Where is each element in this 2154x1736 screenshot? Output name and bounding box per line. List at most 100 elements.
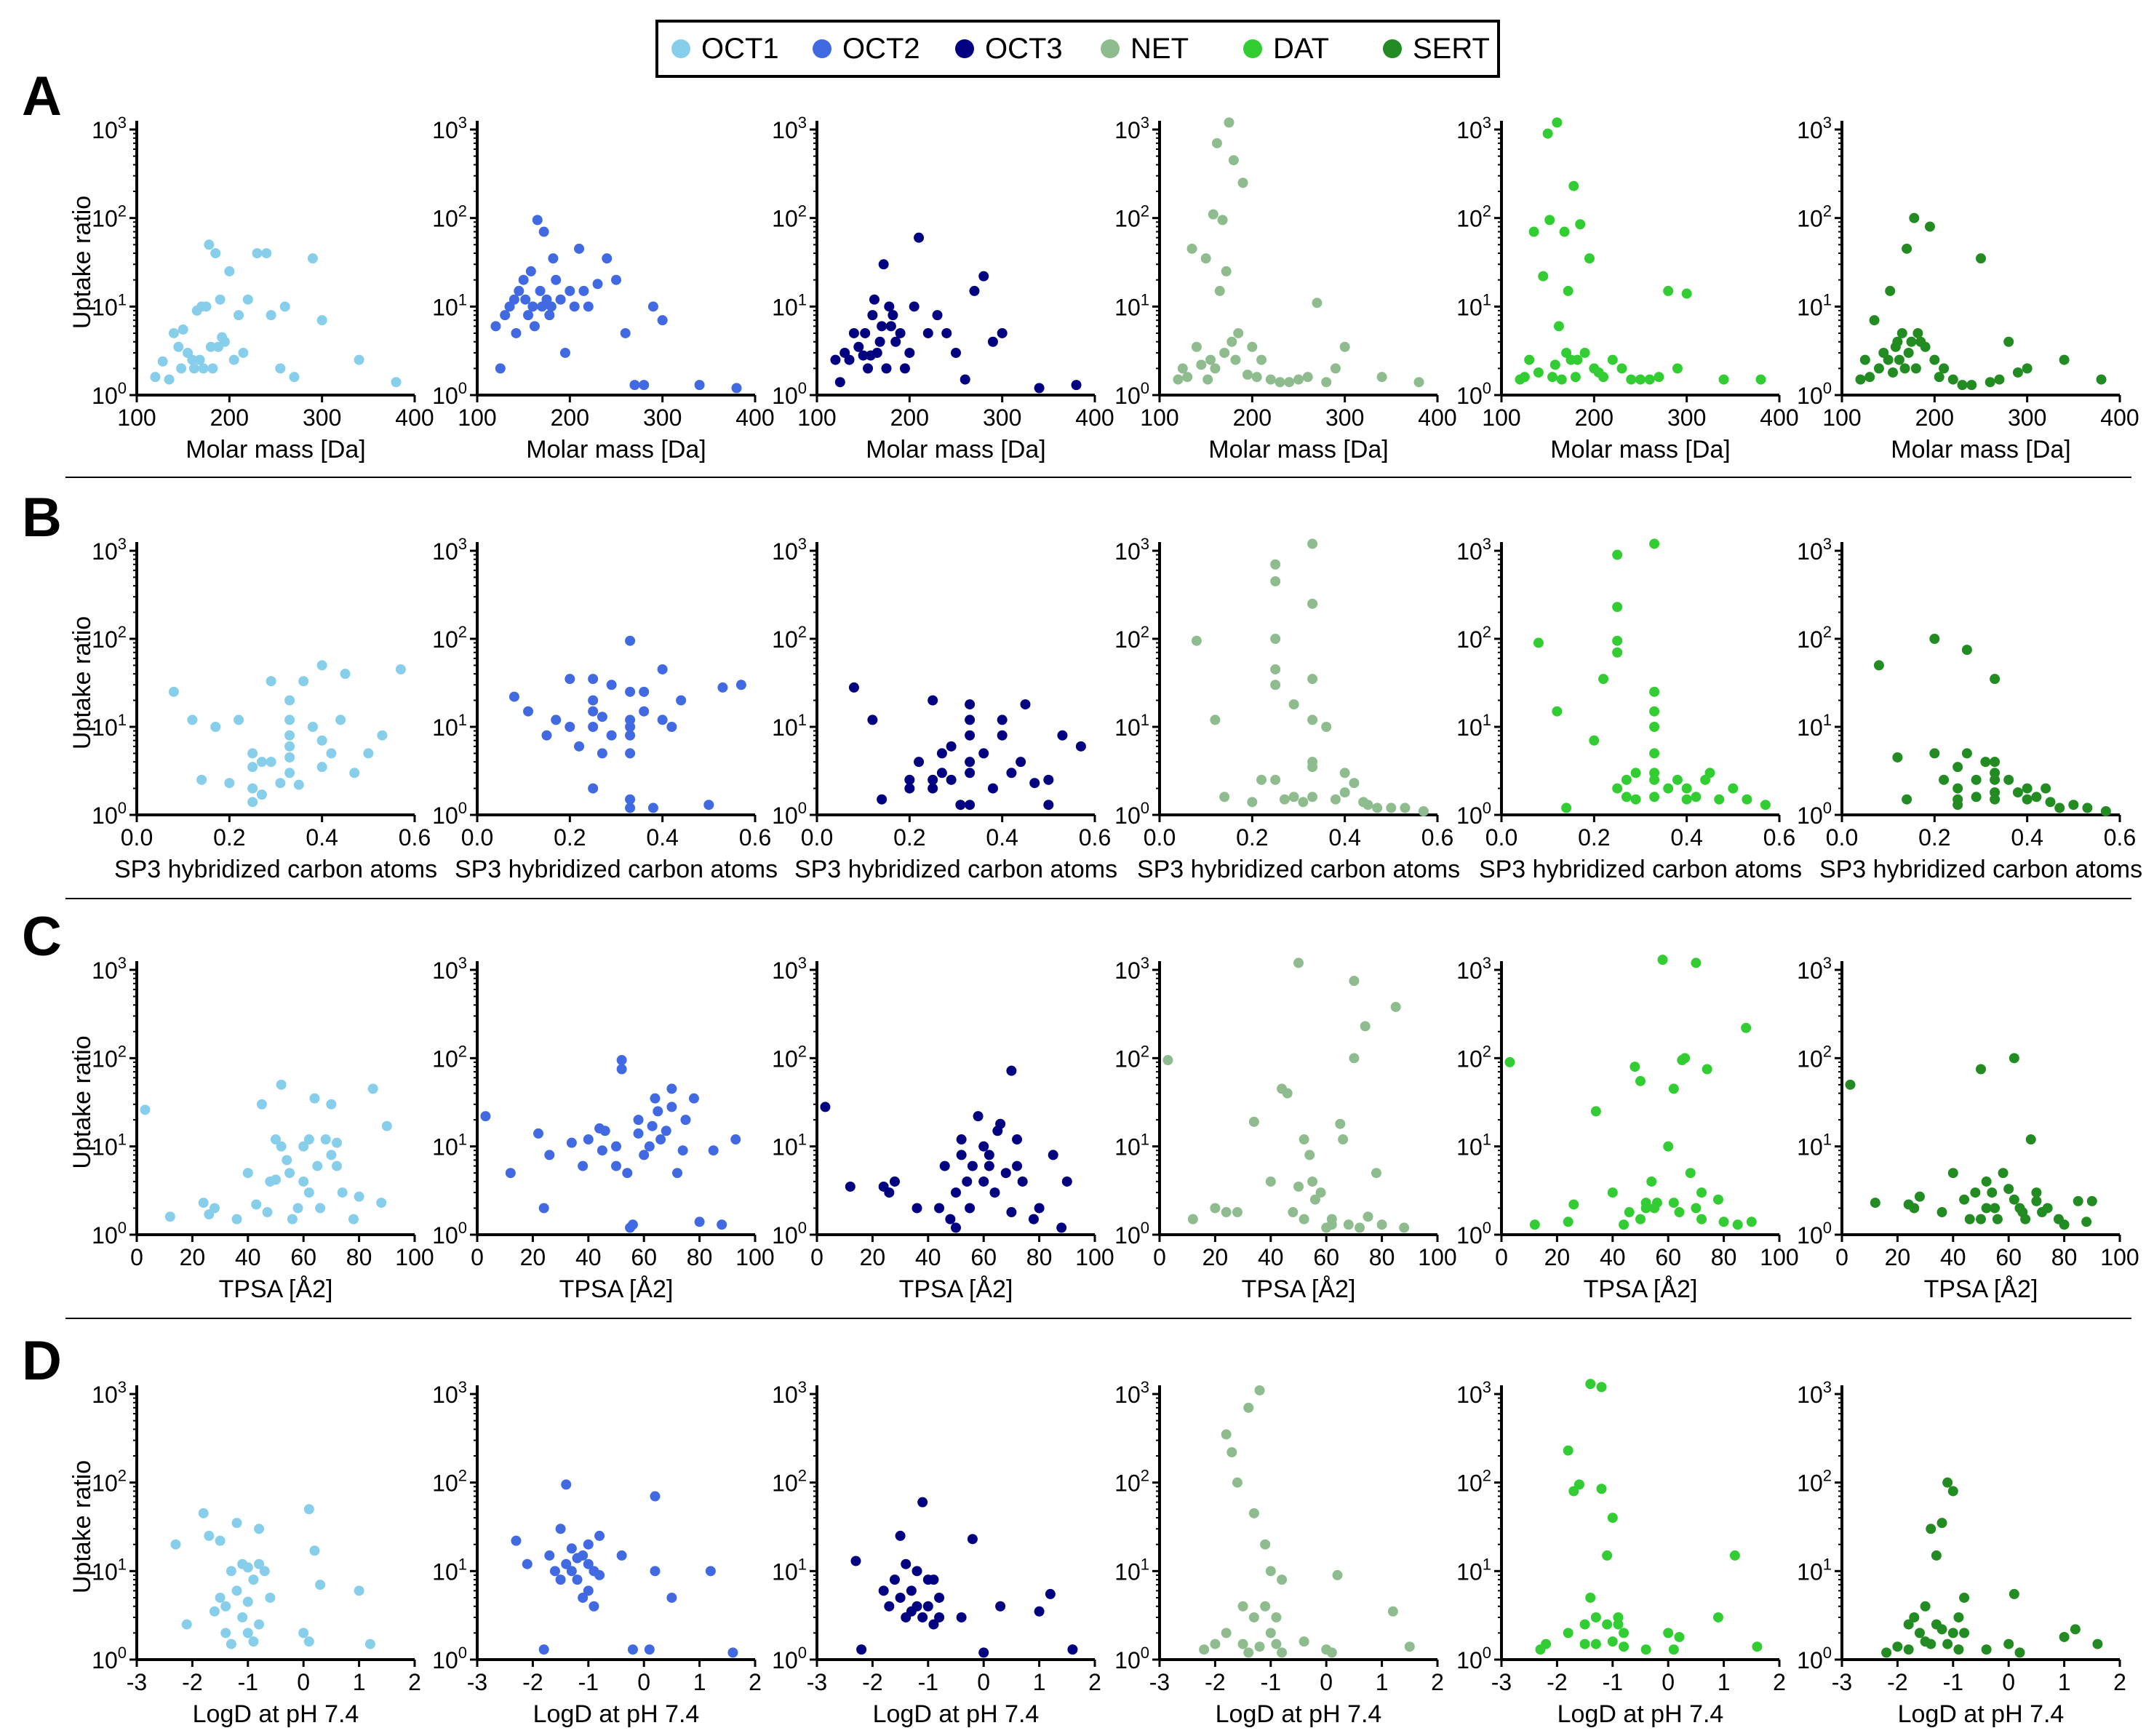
data-point (1681, 794, 1692, 805)
data-point (1177, 363, 1188, 374)
data-point (1990, 794, 2001, 805)
x-axis-label: LogD at pH 7.4 (533, 1700, 700, 1728)
data-point (1990, 1203, 2001, 1214)
data-point (1728, 783, 1739, 794)
data-point (1254, 1641, 1265, 1652)
data-point (1339, 787, 1350, 798)
data-point (275, 363, 286, 374)
data-point (231, 1518, 242, 1529)
x-tick-label: -1 (1943, 1669, 1963, 1695)
panel-letter: C (22, 906, 62, 968)
data-point (1248, 1508, 1259, 1518)
data-point (1672, 774, 1683, 785)
y-tick-label: 100 (772, 379, 807, 409)
data-point (1579, 347, 1590, 358)
data-point (820, 1102, 831, 1112)
y-tick-label: 100 (1797, 799, 1832, 829)
data-point (284, 752, 295, 763)
data-point (1191, 635, 1202, 646)
data-point (657, 315, 668, 326)
x-axis-label: LogD at pH 7.4 (1557, 1700, 1724, 1728)
data-point (1573, 1479, 1584, 1490)
data-point (633, 1115, 644, 1126)
data-point (1214, 285, 1225, 296)
data-point (1961, 645, 1972, 656)
data-point (1741, 1022, 1752, 1033)
data-point (1265, 1566, 1276, 1577)
data-point (196, 774, 207, 785)
x-axis-label: LogD at pH 7.4 (193, 1700, 359, 1728)
x-tick-label: 1 (353, 1669, 366, 1695)
data-point (592, 279, 603, 290)
x-tick-label: 0.2 (1918, 824, 1950, 851)
data-point (1399, 1222, 1410, 1233)
data-point (583, 1134, 594, 1145)
x-axis-label: SP3 hybridized carbon atoms (794, 856, 1117, 883)
data-point (198, 1508, 209, 1518)
data-point (303, 1187, 314, 1198)
data-point (198, 363, 209, 374)
data-point (1568, 180, 1579, 191)
data-point (895, 1592, 906, 1603)
subplot-d-oct3: 100 101 102 103 -3 -2 -1 0 1 2 LogD at pH 7.4 (772, 1378, 1101, 1728)
data-point (1613, 1619, 1624, 1630)
data-point (939, 1160, 950, 1171)
data-point (578, 1592, 589, 1603)
data-point (354, 1585, 364, 1596)
data-point (303, 1636, 314, 1647)
data-point (639, 686, 650, 697)
data-point (1624, 1207, 1635, 1218)
data-point (978, 271, 989, 282)
y-tick-label: 102 (432, 1042, 467, 1072)
data-point (627, 1644, 638, 1655)
data-point (2092, 1639, 2103, 1649)
data-point (1524, 354, 1535, 365)
data-point (1998, 1168, 2009, 1179)
data-point (956, 1150, 967, 1160)
data-point (1293, 374, 1304, 385)
data-point (1903, 1644, 1914, 1655)
data-point (1200, 253, 1211, 264)
x-tick-label: 0.6 (1763, 824, 1795, 851)
data-point (261, 248, 272, 259)
data-point (650, 1566, 661, 1577)
subplot-c-sert: 100 101 102 103 0 20 40 60 80 100 TPSA [Å2] (1797, 954, 2139, 1303)
data-point (2059, 1219, 2070, 1230)
data-point (1663, 783, 1674, 794)
subplot-c-oct1: 100 101 102 103 0 20 40 60 80 100 TPSA [Å2] (92, 954, 434, 1303)
data-point (956, 1134, 967, 1145)
legend-item-oct1: OCT1 (671, 33, 779, 65)
x-tick-label: 0.0 (801, 824, 833, 851)
y-tick-label: 103 (432, 535, 467, 565)
data-point (1607, 1513, 1618, 1524)
data-point (1585, 1592, 1596, 1603)
data-point (271, 1134, 281, 1145)
data-point (625, 714, 636, 725)
x-tick-label: 1 (693, 1669, 706, 1695)
data-point (1237, 178, 1248, 188)
data-point (1718, 374, 1729, 385)
data-point (611, 274, 621, 285)
data-point (1712, 1194, 1723, 1205)
data-point (2073, 1195, 2083, 1206)
data-point (204, 1530, 215, 1541)
data-point (1533, 637, 1544, 648)
data-point (287, 1214, 298, 1225)
data-point (247, 748, 258, 759)
y-tick-label: 103 (1797, 1378, 1832, 1408)
data-point (181, 1619, 192, 1630)
data-point (1896, 327, 1907, 338)
y-tick-label: 102 (772, 1467, 807, 1497)
data-point (1987, 1187, 1998, 1198)
data-point (279, 301, 290, 312)
y-tick-label: 103 (92, 954, 127, 984)
data-point (965, 730, 976, 741)
legend-label: NET (1130, 33, 1189, 65)
data-point (1271, 1612, 1282, 1622)
data-point (533, 1128, 544, 1139)
y-tick-label: 101 (1114, 1555, 1149, 1585)
data-point (731, 383, 742, 394)
data-point (242, 1628, 253, 1639)
data-point (951, 1222, 961, 1233)
data-point (307, 722, 318, 732)
